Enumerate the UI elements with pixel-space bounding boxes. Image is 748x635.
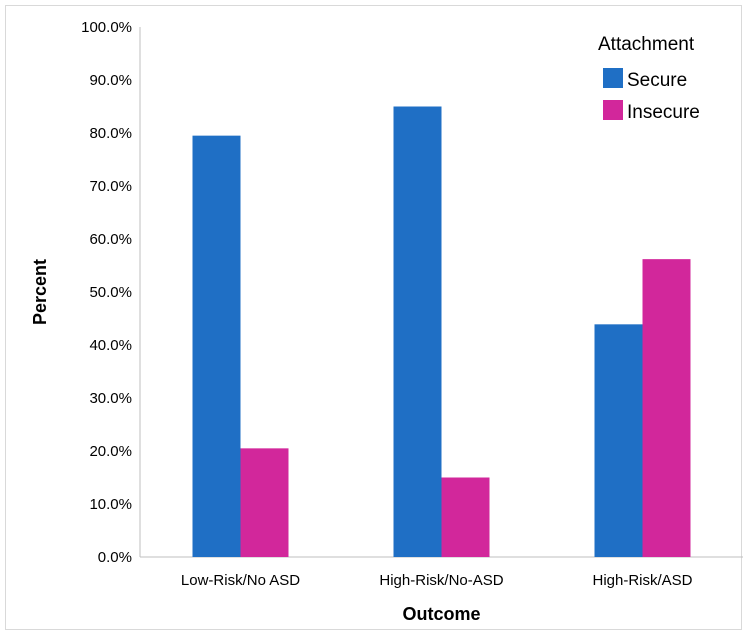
legend-title: Attachment	[598, 34, 695, 55]
bar-insecure-1	[240, 448, 289, 557]
y-tick-label: 20.0%	[89, 443, 132, 460]
y-tick-label: 10.0%	[89, 496, 132, 513]
bar-insecure-3	[642, 259, 691, 557]
legend-label-secure: Secure	[627, 70, 687, 91]
y-axis-title: Percent	[30, 259, 50, 325]
y-tick-label: 80.0%	[89, 125, 132, 142]
y-axis-ticks: 0.0% 10.0% 20.0% 30.0% 40.0% 50.0% 60.0% 70.0% 8…	[81, 19, 132, 566]
legend-swatch-secure	[603, 68, 623, 88]
bars	[192, 106, 691, 557]
x-tick-label: High-Risk/ASD	[592, 572, 692, 589]
y-tick-label: 0.0%	[98, 549, 132, 566]
legend: Attachment Secure Insecure	[598, 34, 700, 123]
y-tick-label: 30.0%	[89, 390, 132, 407]
bar-insecure-2	[441, 477, 490, 557]
y-tick-label: 90.0%	[89, 72, 132, 89]
bar-secure-3	[594, 324, 643, 557]
y-tick-label: 70.0%	[89, 178, 132, 195]
y-tick-label: 40.0%	[89, 337, 132, 354]
legend-swatch-insecure	[603, 100, 623, 120]
bar-secure-1	[192, 135, 241, 557]
y-tick-label: 100.0%	[81, 19, 132, 36]
x-axis-ticks: Low-Risk/No ASD High-Risk/No-ASD High-Risk…	[181, 572, 693, 589]
x-tick-label: High-Risk/No-ASD	[379, 572, 503, 589]
y-tick-label: 60.0%	[89, 231, 132, 248]
y-tick-label: 50.0%	[89, 284, 132, 301]
x-axis-title: Outcome	[402, 604, 480, 624]
x-tick-label: Low-Risk/No ASD	[181, 572, 300, 589]
legend-label-insecure: Insecure	[627, 102, 700, 123]
legend-items: Secure Insecure	[603, 68, 700, 123]
bar-secure-2	[393, 106, 442, 557]
